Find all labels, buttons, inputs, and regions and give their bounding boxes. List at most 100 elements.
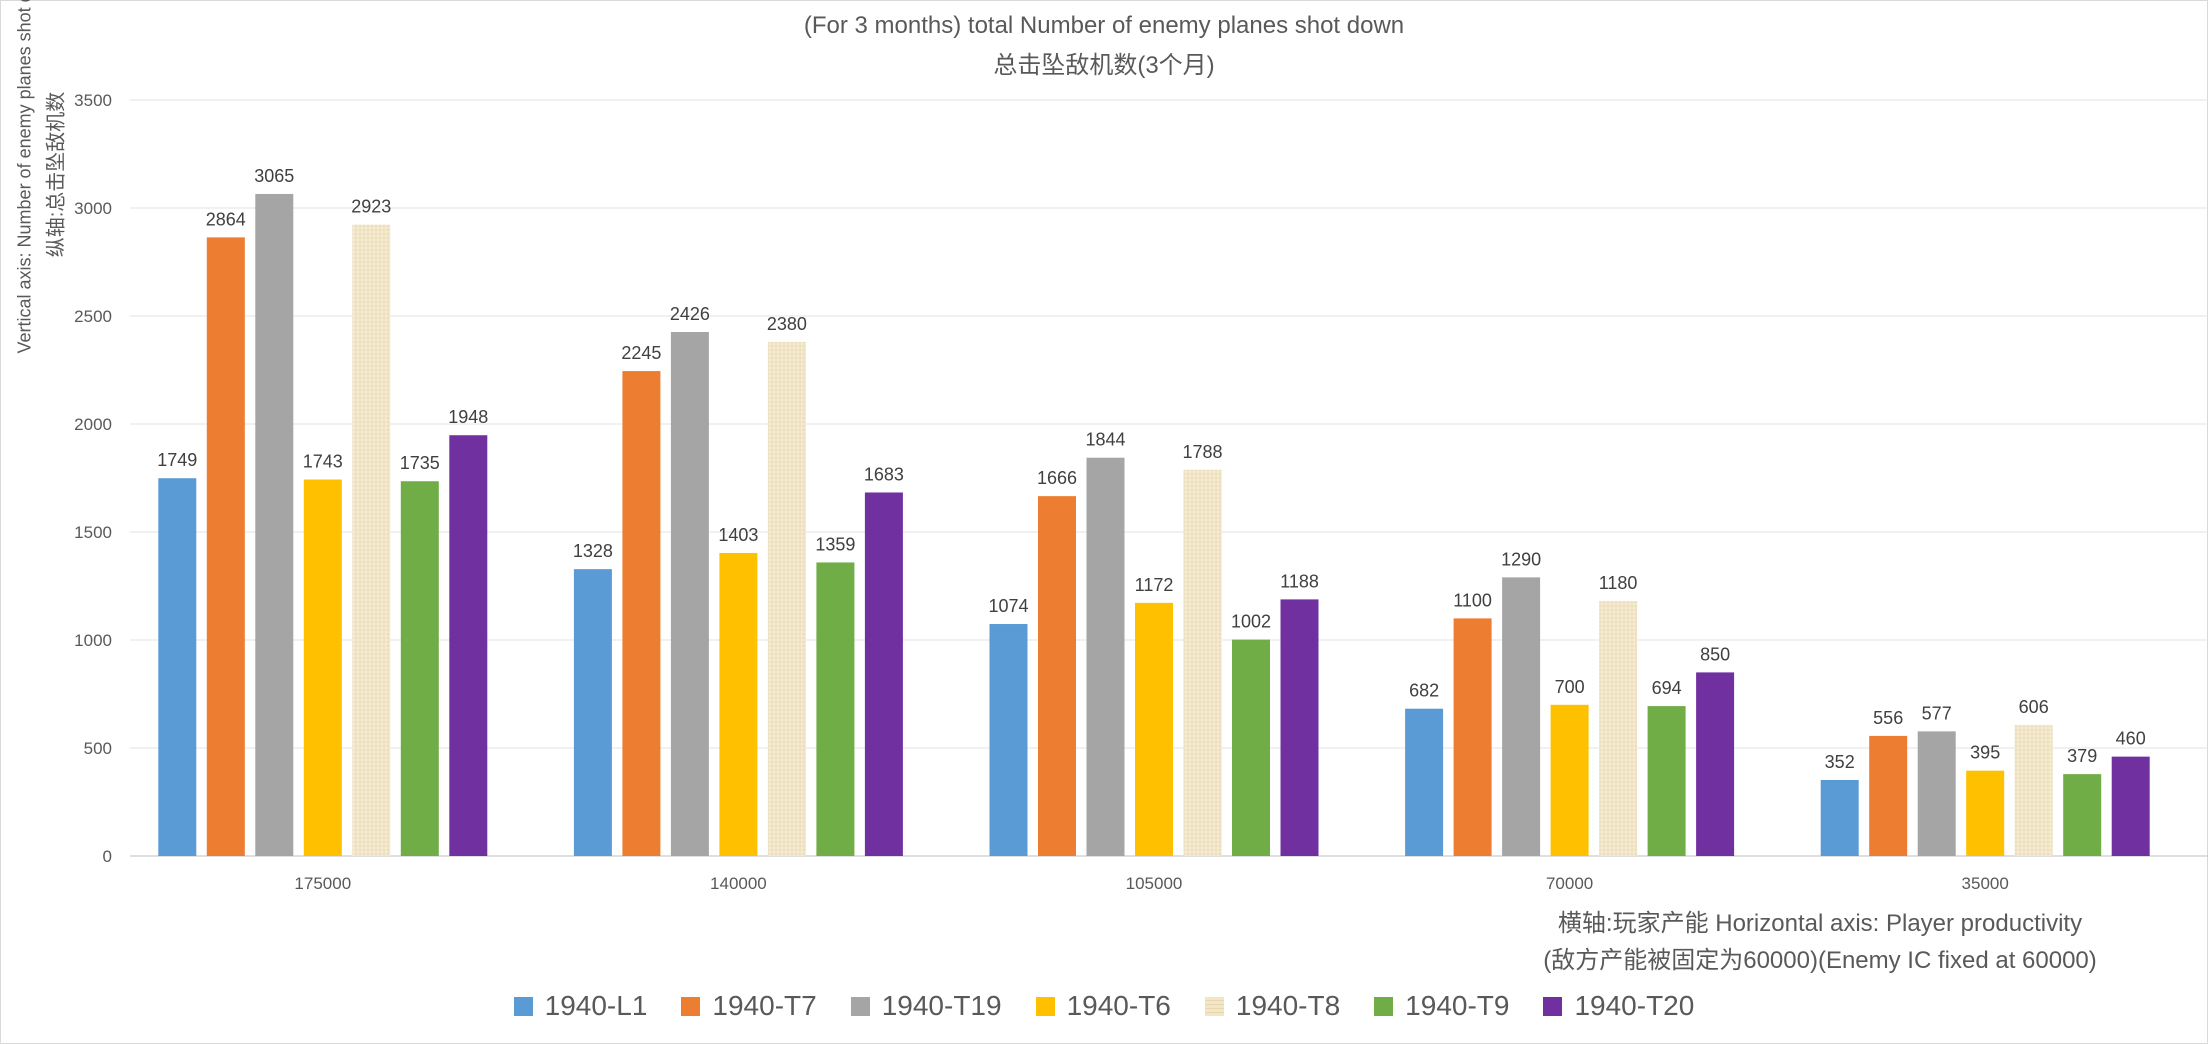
data-label: 1403: [718, 525, 758, 545]
data-label: 556: [1873, 708, 1903, 728]
data-label: 1683: [864, 464, 904, 484]
legend-swatch: [1035, 996, 1055, 1016]
legend-item: 1940-T6: [1035, 990, 1171, 1022]
x-tick-label: 140000: [710, 874, 767, 893]
y-tick-label: 1000: [74, 631, 112, 650]
bar-1940-T8-105000: [1183, 469, 1222, 856]
bar-1940-L1-140000: [573, 569, 612, 856]
bar-1940-T20-35000: [2111, 756, 2150, 856]
bar-1940-T6-105000: [1135, 602, 1173, 856]
y-tick-label: 3500: [74, 91, 112, 110]
bar-1940-L1-70000: [1405, 708, 1444, 856]
legend-item: 1940-L1: [513, 990, 648, 1022]
legend: 1940-L1 1940-T7 1940-T19 1940-T6 1940-T8 1940…: [0, 990, 2208, 1022]
y-tick-labels: 0 500 1000 1500 2000 2500 3000 3500: [74, 91, 112, 866]
legend-swatch: [1543, 996, 1563, 1016]
data-label: 1743: [303, 452, 343, 472]
bar-1940-T19-70000: [1502, 577, 1541, 856]
chart-subtitle: 总击坠敌机数(3个月): [993, 52, 1215, 79]
legend-label: 1940-T6: [1066, 990, 1171, 1021]
bar-1940-T6-70000: [1550, 704, 1589, 856]
data-label: 1735: [400, 453, 440, 473]
data-label: 352: [1825, 752, 1855, 772]
data-label: 577: [1922, 703, 1952, 723]
bars: [158, 193, 2150, 857]
data-label: 1172: [1135, 575, 1174, 595]
data-label: 460: [2116, 729, 2146, 749]
bar-1940-T20-70000: [1696, 672, 1735, 856]
bar-1940-L1-35000: [1820, 779, 1859, 856]
bar-1940-T8-140000: [767, 341, 806, 856]
x-tick-labels: 175000 140000 105000 70000 35000: [294, 874, 2008, 893]
bar-1940-T9-140000: [816, 562, 855, 856]
bar-1940-T8-35000: [2014, 725, 2053, 856]
bar-1940-L1-105000: [989, 624, 1028, 856]
y-tick-label: 0: [103, 847, 112, 866]
y-tick-label: 500: [84, 739, 112, 758]
data-label: 2426: [670, 304, 710, 324]
bar-1940-T7-175000: [206, 237, 245, 857]
legend-item: 1940-T9: [1374, 990, 1509, 1022]
legend-label: 1940-T7: [712, 990, 817, 1021]
data-label: 682: [1409, 681, 1439, 701]
bar-1940-T20-105000: [1280, 599, 1319, 856]
chart-title: (For 3 months) total Number of enemy pla…: [803, 12, 1405, 39]
bar-1940-T19-140000: [670, 331, 709, 856]
x-axis-label-line2: (敌方产能被固定为60000)(Enemy IC fixed at 60000): [1543, 947, 2097, 974]
legend-label: 1940-T20: [1574, 990, 1695, 1021]
data-label: 395: [1970, 743, 2000, 763]
data-label: 1328: [573, 541, 613, 561]
legend-item: 1940-T19: [850, 990, 1002, 1022]
bar-1940-T19-175000: [255, 193, 294, 856]
legend-label: 1940-T19: [881, 990, 1002, 1021]
data-label: 379: [2067, 746, 2097, 766]
data-label: 606: [2019, 697, 2049, 717]
legend-label: 1940-T8: [1235, 990, 1341, 1021]
legend-label: 1940-L1: [544, 990, 648, 1021]
data-label: 694: [1652, 678, 1682, 698]
data-label: 2923: [351, 197, 391, 217]
data-label: 3065: [254, 166, 294, 186]
data-label: 1290: [1501, 549, 1541, 569]
bar-1940-T6-140000: [719, 552, 758, 856]
legend-swatch: [850, 996, 870, 1016]
legend-item: 1940-T8: [1204, 990, 1341, 1022]
bar-1940-T20-140000: [864, 492, 903, 856]
legend-swatch: [1374, 996, 1394, 1016]
y-tick-label: 1500: [74, 523, 112, 542]
bar-1940-T9-35000: [2063, 774, 2102, 856]
data-label: 2245: [621, 343, 661, 363]
bar-1940-T7-140000: [622, 371, 661, 856]
data-label: 1180: [1599, 573, 1638, 593]
bar-1940-T6-35000: [1966, 770, 2005, 856]
x-tick-label: 35000: [1962, 874, 2009, 893]
y-tick-label: 2000: [74, 415, 112, 434]
data-label: 1074: [988, 596, 1028, 616]
data-label: 1788: [1182, 442, 1222, 462]
bar-1940-T8-175000: [352, 224, 391, 856]
bar-1940-T20-175000: [449, 435, 488, 856]
data-labels: 1749 2864 3065 1743 2923 1735 1948 1328 2245 2426…: [157, 166, 2145, 772]
data-label: 1359: [815, 534, 855, 554]
bar-1940-T9-105000: [1232, 639, 1270, 856]
bar-1940-T19-105000: [1086, 457, 1125, 856]
legend-label: 1940-T9: [1405, 990, 1510, 1021]
x-tick-label: 70000: [1546, 874, 1593, 893]
data-label: 2864: [206, 209, 246, 229]
x-tick-label: 105000: [1126, 874, 1183, 893]
data-label: 1948: [448, 407, 488, 427]
data-label: 1100: [1453, 590, 1492, 610]
data-label: 2380: [767, 314, 807, 334]
y-tick-label: 2500: [74, 307, 112, 326]
x-axis-label-line1: 横轴:玩家产能 Horizontal axis: Player producti…: [1557, 910, 2083, 937]
y-tick-label: 3000: [74, 199, 112, 218]
legend-swatch: [1204, 996, 1224, 1016]
legend-item: 1940-T20: [1543, 990, 1694, 1022]
legend-swatch: [513, 996, 533, 1016]
bar-1940-T9-175000: [400, 481, 439, 856]
bar-1940-T7-105000: [1038, 496, 1076, 856]
data-label: 1749: [157, 450, 197, 470]
data-label: 850: [1700, 644, 1730, 664]
bar-1940-T7-70000: [1453, 618, 1492, 856]
